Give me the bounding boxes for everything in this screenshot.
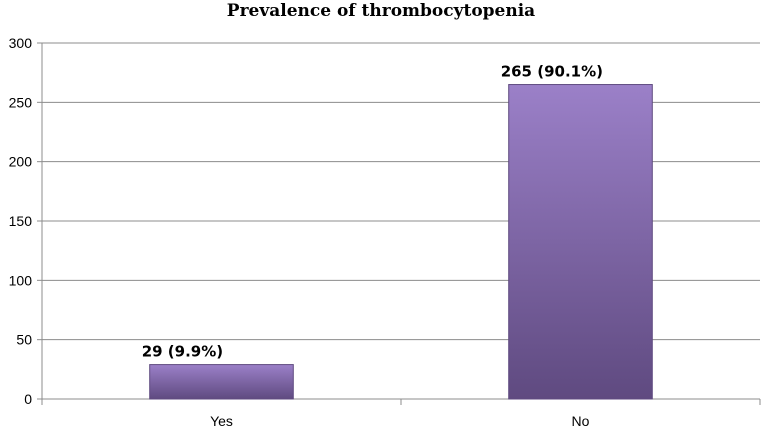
y-tick-label: 100 (9, 272, 33, 288)
y-tick-label: 300 (9, 35, 33, 51)
y-tick-label: 150 (9, 213, 33, 229)
data-label-no: 265 (90.1%) (501, 63, 603, 81)
y-tick-label: 200 (9, 154, 33, 170)
x-tick-label-no: No (572, 413, 590, 429)
y-tick-label: 50 (16, 332, 32, 348)
data-label-yes: 29 (9.9%) (142, 343, 223, 361)
bars (149, 84, 653, 400)
x-tick-label-yes: Yes (210, 413, 233, 429)
chart-title: Prevalence of thrombocytopenia (226, 1, 536, 21)
bar-yes (149, 364, 294, 400)
y-tick-label: 0 (24, 391, 32, 407)
labels: 0 50 100 150 200 250 300 29 (9.9%) Yes 265 (90.1%… (9, 35, 603, 429)
bar-no (508, 84, 653, 400)
y-tick-label: 250 (9, 94, 33, 110)
